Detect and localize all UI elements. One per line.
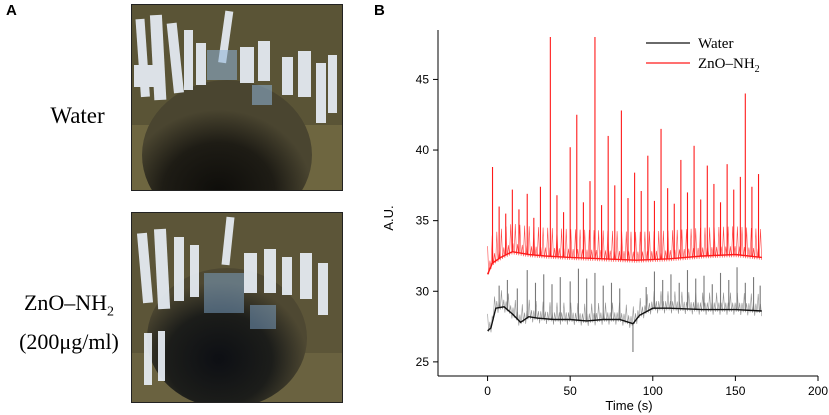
legend-label-zno: ZnO–NH2: [698, 56, 760, 75]
water-tissue-photo: [131, 4, 343, 191]
series-0-texture: [487, 290, 762, 333]
zno-caption-line1: ZnO–NH2: [23, 290, 115, 320]
y-tick-label: 45: [416, 72, 430, 86]
x-tick-label: 100: [643, 384, 663, 398]
y-tick-label: 40: [416, 143, 430, 157]
y-tick-label: 25: [416, 355, 430, 369]
zno-caption-line2: (200μg/ml): [19, 329, 119, 355]
x-tick-label: 0: [484, 384, 491, 398]
series-1-texture: [487, 223, 762, 275]
series-1-baseline: [486, 250, 762, 275]
water-caption-text: Water: [50, 103, 105, 128]
y-axis-label: A.U.: [381, 205, 396, 230]
x-tick-label: 150: [725, 384, 745, 398]
water-image-caption: Water: [20, 103, 135, 129]
zno-tissue-photo: [131, 212, 343, 403]
panel-a-label: A: [6, 2, 17, 19]
x-axis-label: Time (s): [605, 398, 652, 413]
panel-b-label: B: [374, 2, 385, 19]
y-tick-label: 35: [416, 214, 430, 228]
legend: Water ZnO–NH2: [646, 36, 760, 75]
series-0-baseline: [487, 306, 762, 332]
zno-image-caption: ZnO–NH2 (200μg/ml): [4, 288, 134, 357]
y-tick-label: 30: [416, 284, 430, 298]
legend-label-water: Water: [698, 36, 733, 52]
x-tick-label: 200: [808, 384, 828, 398]
x-tick-label: 50: [563, 384, 577, 398]
